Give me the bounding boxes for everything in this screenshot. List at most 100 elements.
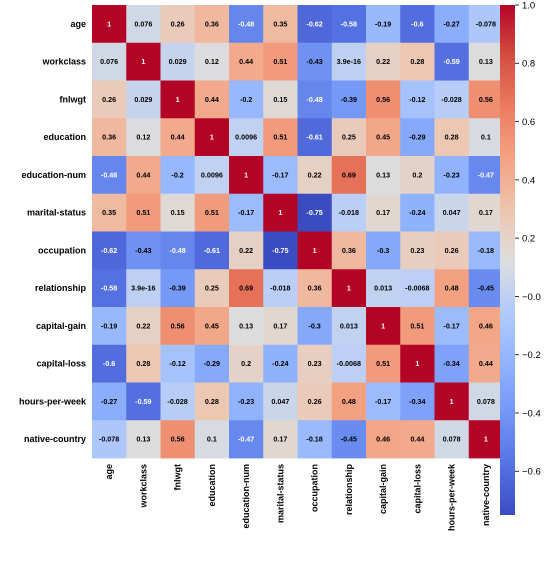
heatmap-cell-marital-status-capital-loss (400, 193, 435, 232)
cell-value-label: -0.48 (101, 170, 117, 179)
heatmap-cell-native-country-relationship (331, 420, 367, 459)
heatmap-cell-occupation-capital-gain (366, 231, 401, 270)
heatmap-cell-hours-per-week-hours-per-week (434, 382, 470, 421)
heatmap-cell-capital-gain-hours-per-week (434, 307, 470, 346)
cell-value-label: 0.28 (410, 57, 424, 66)
heatmap-cell-education-num-education-num (229, 156, 264, 195)
colorbar-tick-label: 0.2 (522, 234, 535, 245)
heatmap-cell-capital-loss-education-num (229, 344, 264, 383)
cell-value-label: 0.45 (376, 133, 390, 142)
cell-value-label: 0.15 (171, 208, 185, 217)
heatmap-cell-workclass-fnlwgt (160, 42, 196, 81)
heatmap-cell-fnlwgt-education (194, 80, 230, 119)
cell-value-label: 0.36 (342, 246, 356, 255)
cell-value-label: -0.59 (135, 397, 151, 406)
cell-value-label: -0.29 (204, 359, 220, 368)
heatmap-cells: 1 0.076 0.26 0.36 -0.48 0.35 -0.62 -0.58 -0.19 -0… (92, 5, 504, 459)
heatmap-cell-marital-status-capital-gain (366, 193, 401, 232)
heatmap-cell-occupation-marital-status (263, 231, 298, 270)
cell-value-label: 0.56 (171, 321, 185, 330)
heatmap-cell-age-capital-loss (400, 5, 435, 44)
cell-value-label: -0.028 (167, 397, 187, 406)
cell-value-label: 0.2 (412, 170, 422, 179)
cell-value-label: 0.013 (374, 284, 392, 293)
row-label-occupation: occupation (38, 245, 86, 255)
heatmap-cell-age-education-num (229, 5, 264, 44)
heatmap-cell-capital-gain-age (92, 307, 127, 346)
row-label-age: age (70, 19, 86, 29)
heatmap-cell-capital-loss-age (92, 344, 127, 383)
cell-value-label: 0.17 (273, 435, 287, 444)
cell-value-label: 0.25 (342, 133, 356, 142)
cell-value-label: 0.51 (273, 57, 287, 66)
cell-value-label: -0.27 (101, 397, 117, 406)
cell-value-label: 0.1 (481, 133, 491, 142)
colorbar-tick-label: −0.2 (522, 350, 541, 361)
cell-value-label: -0.59 (443, 57, 459, 66)
cell-value-label: 1 (381, 321, 385, 330)
heatmap-cell-education-num-hours-per-week (434, 156, 470, 195)
cell-value-label: -0.45 (478, 284, 494, 293)
heatmap-cell-hours-per-week-marital-status (263, 382, 298, 421)
heatmap-cell-relationship-education (194, 269, 230, 308)
heatmap-cell-education-age (92, 118, 127, 157)
colorbar-tick-label: −0.4 (522, 408, 541, 419)
heatmap-cell-workclass-capital-gain (366, 42, 401, 81)
heatmap-cell-occupation-native-country (468, 231, 504, 270)
heatmap-cell-hours-per-week-native-country (468, 382, 504, 421)
cell-value-label: 0.51 (410, 321, 424, 330)
heatmap-cell-native-country-education (194, 420, 230, 459)
cell-value-label: 0.0096 (201, 170, 223, 179)
cell-value-label: 0.44 (239, 57, 253, 66)
heatmap-cell-education-education-num (229, 118, 264, 157)
cell-value-label: 0.25 (205, 284, 219, 293)
cell-value-label: 0.22 (308, 170, 322, 179)
cell-value-label: 0.078 (443, 435, 461, 444)
heatmap-cell-occupation-workclass (126, 231, 161, 270)
cell-value-label: 0.44 (410, 435, 424, 444)
cell-value-label: 1 (141, 57, 145, 66)
cell-value-label: 0.029 (169, 57, 187, 66)
colorbar (500, 5, 515, 515)
cell-value-label: -0.29 (409, 133, 425, 142)
cell-value-label: 1 (278, 208, 282, 217)
cell-value-label: -0.23 (443, 170, 459, 179)
column-labels: age workclass fnlwgt education education-num… (104, 463, 491, 531)
heatmap-cell-education-workclass (126, 118, 161, 157)
cell-value-label: 0.35 (102, 208, 116, 217)
cell-value-label: 0.26 (102, 95, 116, 104)
cell-value-label: 0.22 (376, 57, 390, 66)
cell-value-label: 3.9e-16 (131, 284, 155, 293)
cell-value-label: 0.17 (273, 321, 287, 330)
cell-value-label: 0.69 (342, 170, 356, 179)
row-label-capital-gain: capital-gain (36, 321, 86, 331)
heatmap-cell-age-relationship (331, 5, 367, 44)
cell-value-label: -0.61 (306, 133, 322, 142)
cell-value-label: 1 (210, 133, 214, 142)
column-label-age: age (104, 464, 114, 480)
heatmap-cell-marital-status-education-num (229, 193, 264, 232)
colorbar-tick-label: −0.6 (522, 467, 541, 478)
cell-value-label: 1 (415, 359, 419, 368)
heatmap-cell-native-country-capital-loss (400, 420, 435, 459)
heatmap-cell-native-country-occupation (297, 420, 333, 459)
heatmap-cell-capital-gain-relationship (331, 307, 367, 346)
heatmap-cell-fnlwgt-education-num (229, 80, 264, 119)
heatmap-cell-education-hours-per-week (434, 118, 470, 157)
heatmap-cell-hours-per-week-occupation (297, 382, 333, 421)
cell-value-label: 1 (244, 170, 248, 179)
cell-value-label: -0.018 (270, 284, 290, 293)
heatmap-cell-education-num-education (194, 156, 230, 195)
heatmap-cell-capital-gain-capital-loss (400, 307, 435, 346)
cell-value-label: -0.48 (238, 19, 254, 28)
cell-value-label: -0.62 (101, 246, 117, 255)
column-label-native-country: native-country (481, 464, 491, 526)
cell-value-label: -0.19 (101, 321, 117, 330)
cell-value-label: -0.3 (308, 321, 320, 330)
heatmap-cell-capital-gain-workclass (126, 307, 161, 346)
heatmap-cell-capital-loss-relationship (331, 344, 367, 383)
heatmap-cell-occupation-relationship (331, 231, 367, 270)
cell-value-label: 0.17 (479, 208, 493, 217)
heatmap-cell-capital-loss-workclass (126, 344, 161, 383)
